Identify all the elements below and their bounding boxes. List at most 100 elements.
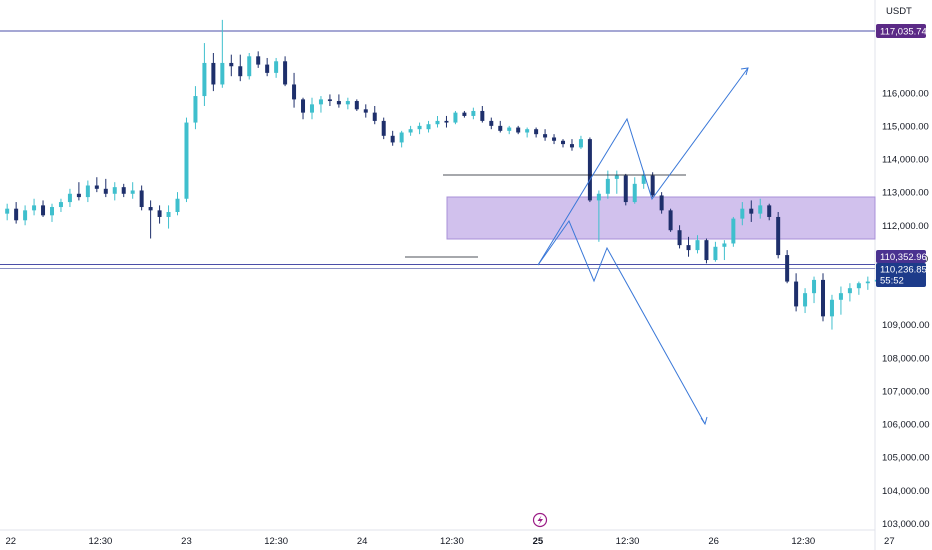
candle[interactable] — [274, 57, 279, 78]
candle[interactable] — [166, 205, 171, 229]
candle[interactable] — [534, 127, 539, 138]
candle[interactable] — [686, 236, 691, 257]
candle[interactable] — [453, 110, 458, 125]
candle[interactable] — [722, 240, 727, 261]
candle[interactable] — [184, 117, 189, 203]
candle[interactable] — [58, 198, 63, 212]
candle[interactable] — [659, 192, 664, 214]
candle[interactable] — [821, 273, 826, 322]
candle[interactable] — [552, 134, 557, 145]
candle[interactable] — [202, 43, 207, 106]
candle[interactable] — [794, 273, 799, 312]
candle[interactable] — [426, 120, 431, 133]
candle[interactable] — [408, 125, 413, 136]
candle[interactable] — [767, 203, 772, 221]
candle[interactable] — [229, 54, 234, 77]
candle[interactable] — [435, 115, 440, 128]
candle[interactable] — [516, 125, 521, 135]
candle[interactable] — [507, 125, 512, 135]
candle[interactable] — [740, 202, 745, 226]
bearish-projection-path[interactable] — [537, 219, 706, 425]
candle[interactable] — [731, 216, 736, 247]
candle[interactable] — [85, 180, 90, 203]
bullish-projection-path[interactable] — [537, 67, 749, 266]
candle[interactable] — [283, 56, 288, 87]
candle[interactable] — [265, 57, 270, 77]
candle[interactable] — [41, 200, 46, 217]
candle[interactable] — [14, 202, 19, 224]
candle[interactable] — [614, 170, 619, 194]
candle[interactable] — [677, 225, 682, 249]
candle[interactable] — [327, 94, 332, 106]
candle[interactable] — [713, 241, 718, 262]
candle[interactable] — [139, 185, 144, 211]
candlestick-series[interactable] — [5, 19, 879, 330]
candle[interactable] — [32, 198, 37, 216]
candle[interactable] — [390, 130, 395, 146]
candle[interactable] — [480, 106, 485, 123]
candle[interactable] — [363, 104, 368, 118]
candle[interactable] — [247, 53, 252, 80]
candle[interactable] — [193, 86, 198, 130]
candle[interactable] — [148, 200, 153, 239]
candle[interactable] — [838, 286, 843, 315]
time-axis[interactable]: 22 12:30 23 12:30 24 12:30 25 12:30 26 12:30 27 — [5, 536, 894, 547]
candle[interactable] — [856, 281, 861, 295]
candle[interactable] — [23, 205, 28, 226]
candle[interactable] — [812, 276, 817, 304]
candle[interactable] — [587, 137, 592, 203]
flash-icon[interactable] — [532, 512, 548, 528]
candle[interactable] — [650, 172, 655, 198]
candle[interactable] — [49, 203, 54, 222]
candle[interactable] — [67, 188, 72, 208]
candle[interactable] — [525, 127, 530, 138]
candle[interactable] — [543, 129, 548, 141]
candle[interactable] — [704, 238, 709, 264]
candle[interactable] — [381, 117, 386, 140]
candle[interactable] — [578, 135, 583, 150]
candle[interactable] — [5, 203, 10, 221]
candle[interactable] — [175, 192, 180, 216]
candle[interactable] — [103, 178, 108, 198]
candle[interactable] — [130, 182, 135, 199]
candle[interactable] — [354, 99, 359, 111]
candle[interactable] — [569, 139, 574, 151]
candle[interactable] — [220, 19, 225, 88]
candle[interactable] — [865, 276, 870, 290]
candle[interactable] — [498, 120, 503, 133]
candle[interactable] — [471, 107, 476, 120]
candle[interactable] — [301, 97, 306, 120]
candle[interactable] — [561, 139, 566, 148]
candle[interactable] — [345, 97, 350, 110]
candle[interactable] — [157, 205, 162, 224]
candle[interactable] — [847, 283, 852, 302]
candle[interactable] — [399, 130, 404, 148]
candle[interactable] — [256, 51, 261, 68]
candle[interactable] — [758, 198, 763, 219]
candle[interactable] — [417, 122, 422, 135]
candle[interactable] — [803, 288, 808, 314]
candle[interactable] — [292, 72, 297, 108]
candle[interactable] — [238, 54, 243, 82]
candle[interactable] — [318, 96, 323, 113]
candle[interactable] — [211, 53, 216, 92]
candle[interactable] — [309, 97, 314, 120]
candle[interactable] — [112, 182, 117, 201]
candle[interactable] — [76, 182, 81, 201]
candle[interactable] — [372, 106, 377, 125]
candle[interactable] — [776, 212, 781, 259]
candle[interactable] — [489, 117, 494, 130]
candle[interactable] — [462, 110, 467, 118]
candle[interactable] — [668, 208, 673, 232]
candle[interactable] — [695, 235, 700, 254]
candle[interactable] — [632, 177, 637, 204]
candle[interactable] — [785, 250, 790, 284]
candle[interactable] — [121, 183, 126, 198]
candle[interactable] — [749, 200, 754, 222]
candle[interactable] — [94, 177, 99, 193]
candle[interactable] — [829, 294, 834, 330]
candle[interactable] — [336, 94, 341, 108]
candle[interactable] — [623, 173, 628, 206]
candle[interactable] — [444, 115, 449, 128]
